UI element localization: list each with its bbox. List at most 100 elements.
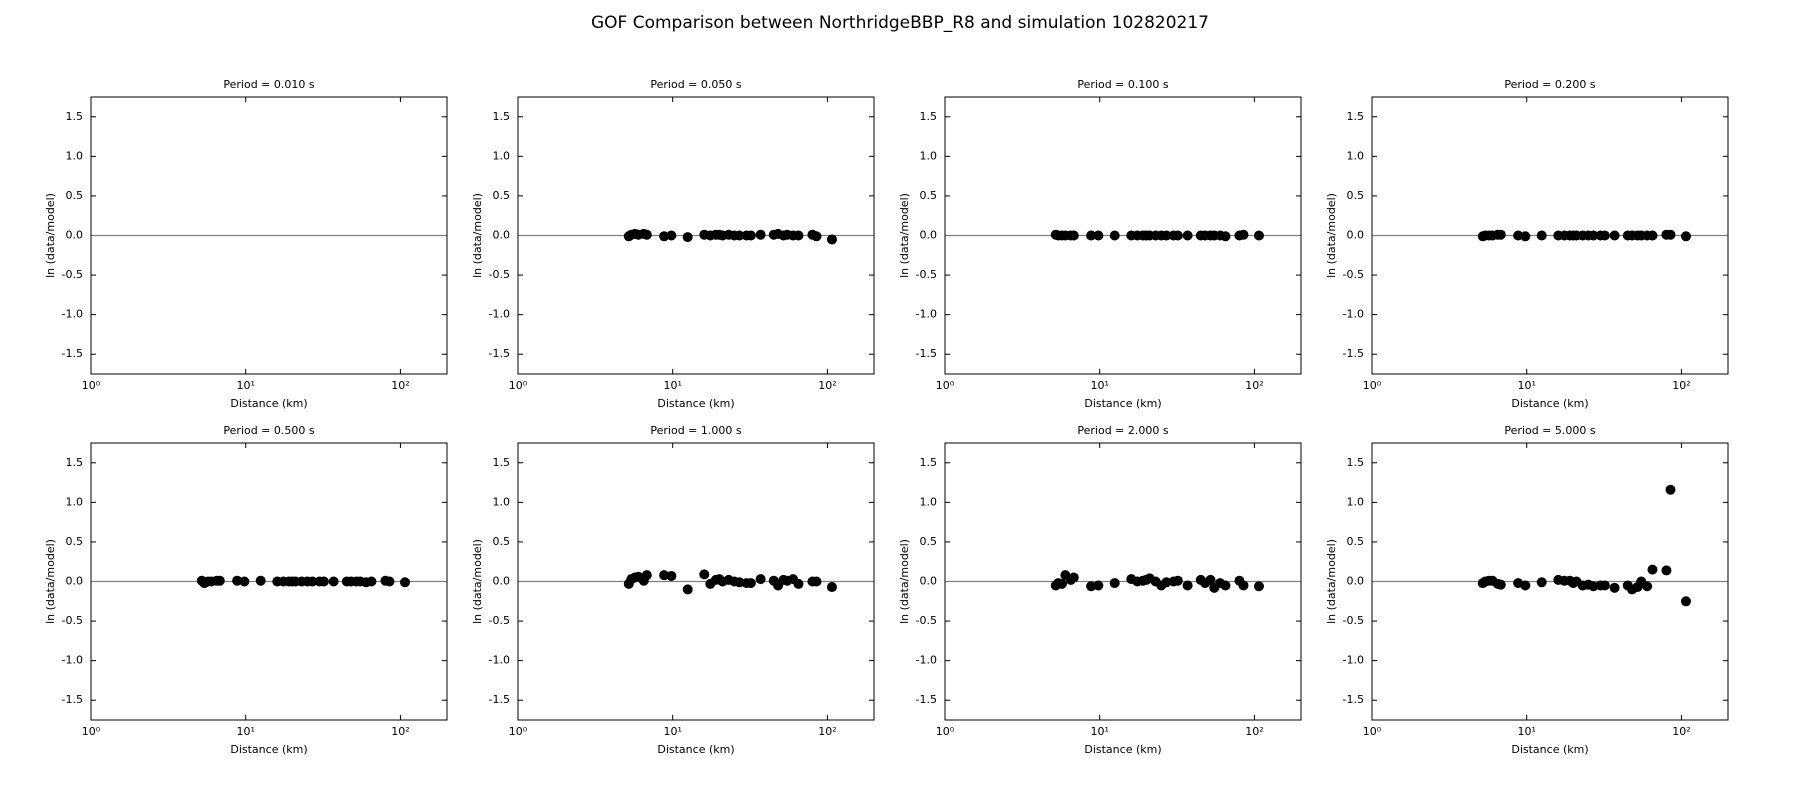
y-tick-label: -1.5	[489, 693, 510, 706]
y-tick-label: 1.0	[66, 149, 84, 162]
data-point	[1068, 572, 1079, 583]
y-tick-label: 1.5	[493, 456, 511, 469]
data-point	[811, 231, 822, 242]
y-tick-label: -1.0	[1343, 308, 1364, 321]
subplot-title: Period = 0.100 s	[1077, 78, 1168, 91]
x-tick-label: 10¹	[1091, 379, 1109, 392]
x-tick-label: 10⁰	[936, 379, 955, 392]
y-tick-label: 0.0	[1347, 229, 1365, 242]
data-point	[1253, 581, 1264, 592]
data-point	[1238, 229, 1249, 240]
data-point	[1647, 230, 1658, 241]
x-tick-label: 10⁰	[82, 725, 101, 738]
y-tick-label: -1.0	[1343, 654, 1364, 667]
y-tick-label: 1.0	[66, 495, 84, 508]
y-tick-label: 0.0	[493, 229, 511, 242]
plot-frame	[90, 96, 448, 375]
y-tick-label: -1.0	[62, 654, 83, 667]
data-point	[1205, 574, 1216, 585]
data-point	[366, 576, 377, 587]
data-point	[1161, 230, 1172, 241]
x-tick-label: 10⁰	[1363, 725, 1382, 738]
x-tick-label: 10²	[1245, 725, 1263, 738]
data-point	[1609, 230, 1620, 241]
y-tick-label: -0.5	[916, 614, 937, 627]
data-point	[659, 570, 670, 581]
data-point	[1520, 231, 1531, 242]
y-axis-label: ln (data/model)	[898, 193, 911, 278]
y-axis-label: ln (data/model)	[471, 539, 484, 624]
plot-frame	[517, 96, 875, 375]
data-point	[1220, 580, 1231, 591]
y-tick-label: 0.5	[66, 535, 84, 548]
data-point	[1253, 230, 1264, 241]
data-point	[755, 574, 766, 585]
x-axis-label: Distance (km)	[1084, 397, 1161, 410]
data-point	[1536, 230, 1547, 241]
y-tick-label: -1.5	[62, 693, 83, 706]
data-point	[1172, 230, 1183, 241]
y-axis-label: ln (data/model)	[44, 193, 57, 278]
x-tick-label: 10⁰	[1363, 379, 1382, 392]
x-tick-label: 10¹	[237, 725, 255, 738]
y-tick-label: -1.5	[916, 693, 937, 706]
plot-frame	[1371, 442, 1729, 721]
subplot-title: Period = 1.000 s	[650, 424, 741, 437]
y-tick-label: 1.0	[920, 149, 938, 162]
y-tick-label: -1.0	[489, 654, 510, 667]
data-point	[1680, 596, 1691, 607]
x-axis-label: Distance (km)	[1511, 743, 1588, 756]
x-tick-label: 10²	[391, 725, 409, 738]
data-point	[793, 578, 804, 589]
data-point	[1647, 564, 1658, 575]
y-tick-label: 1.0	[493, 149, 511, 162]
data-point	[1220, 231, 1231, 242]
y-tick-label: -0.5	[489, 268, 510, 281]
y-tick-label: -0.5	[489, 614, 510, 627]
x-tick-label: 10²	[391, 379, 409, 392]
data-point	[826, 234, 837, 245]
data-point	[641, 229, 652, 240]
y-tick-label: 0.0	[920, 229, 938, 242]
x-axis-label: Distance (km)	[230, 743, 307, 756]
y-tick-label: 0.5	[1347, 189, 1365, 202]
x-tick-label: 10⁰	[82, 379, 101, 392]
data-point	[682, 584, 693, 595]
data-point	[214, 575, 225, 586]
y-tick-label: 0.0	[493, 575, 511, 588]
x-axis-label: Distance (km)	[657, 397, 734, 410]
x-tick-label: 10⁰	[509, 379, 528, 392]
y-tick-label: 1.5	[1347, 456, 1365, 469]
y-tick-label: 0.0	[920, 575, 938, 588]
x-axis-label: Distance (km)	[230, 397, 307, 410]
data-point	[1109, 578, 1120, 589]
subplot-title: Period = 0.500 s	[223, 424, 314, 437]
data-point	[1238, 580, 1249, 591]
x-tick-label: 10²	[1245, 379, 1263, 392]
y-tick-label: -0.5	[62, 268, 83, 281]
data-point	[1182, 580, 1193, 591]
y-tick-label: -1.0	[62, 308, 83, 321]
y-tick-label: -0.5	[916, 268, 937, 281]
data-point	[745, 578, 756, 589]
data-point	[1093, 580, 1104, 591]
y-tick-label: 0.0	[66, 229, 84, 242]
data-point	[734, 230, 745, 241]
data-point	[1665, 229, 1676, 240]
data-point	[239, 576, 250, 587]
data-point	[1680, 231, 1691, 242]
data-point	[1495, 579, 1506, 590]
data-point	[399, 577, 410, 588]
data-point	[384, 576, 395, 587]
plot-frame	[517, 442, 875, 721]
y-tick-label: 1.5	[493, 110, 511, 123]
data-point	[1495, 229, 1506, 240]
y-tick-label: 0.5	[920, 189, 938, 202]
data-point	[1665, 484, 1676, 495]
data-point	[232, 575, 243, 586]
x-tick-label: 10⁰	[936, 725, 955, 738]
x-tick-label: 10²	[1672, 379, 1690, 392]
y-tick-label: -1.5	[1343, 347, 1364, 360]
